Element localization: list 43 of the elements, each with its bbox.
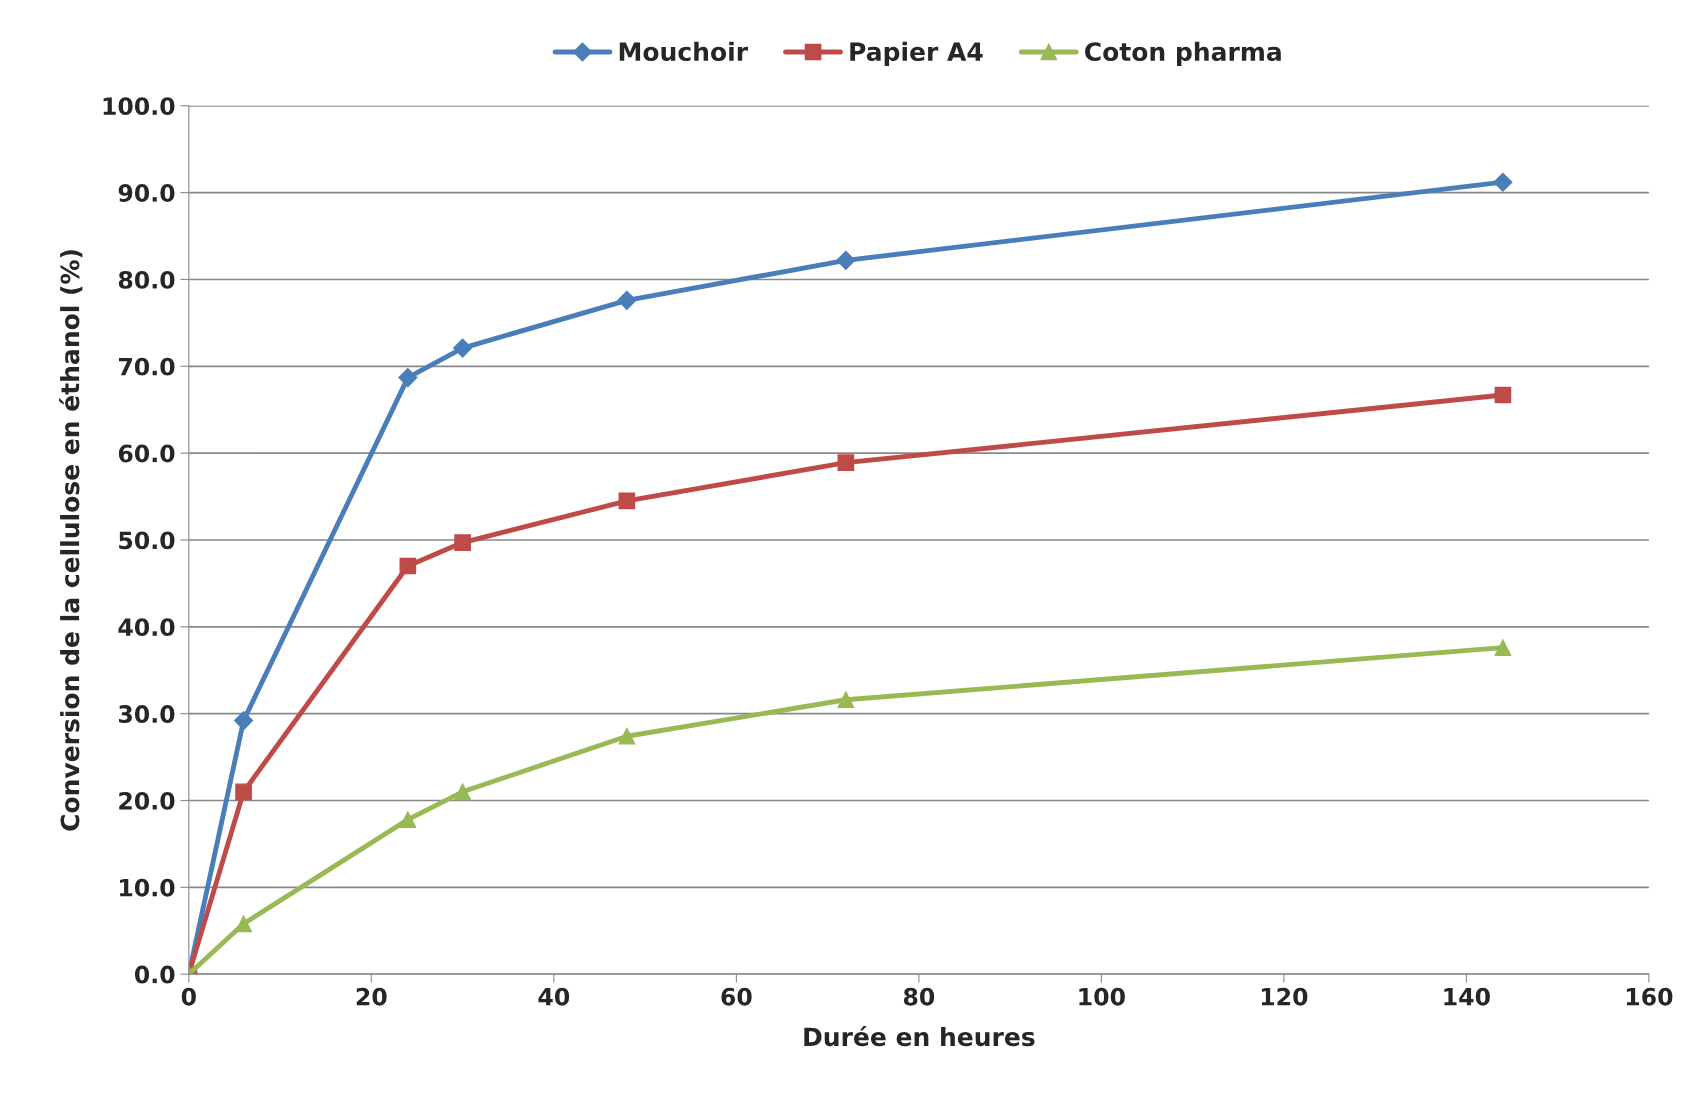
- point: [453, 338, 473, 358]
- y-tick-label: 80.0: [118, 270, 175, 289]
- point: [617, 290, 637, 310]
- x-tick-label: 0: [181, 987, 196, 1006]
- legend-label: Mouchoir: [619, 41, 748, 62]
- x-tick-label: 60: [721, 987, 752, 1006]
- y-tick-label: 50.0: [119, 531, 175, 550]
- y-tick-label: 60.0: [118, 444, 175, 463]
- point: [235, 783, 252, 801]
- x-tick-label: 100: [1079, 987, 1125, 1006]
- point: [1494, 639, 1512, 656]
- x-tick-label: 40: [538, 987, 570, 1006]
- point: [618, 727, 636, 745]
- point: [399, 811, 417, 828]
- point: [399, 557, 417, 575]
- point: [618, 492, 636, 510]
- point: [837, 454, 855, 472]
- x-tick-label: 20: [356, 987, 387, 1006]
- y-tick-label: 0.0: [134, 965, 175, 984]
- point: [235, 915, 252, 933]
- y-tick-label: 30.0: [118, 705, 175, 723]
- point: [1493, 172, 1513, 192]
- point: [836, 250, 856, 270]
- y-tick-label: 70.0: [118, 357, 175, 376]
- x-axis-title: Durée en heures: [804, 1025, 1035, 1047]
- x-tick-label: 80: [903, 987, 935, 1006]
- point: [454, 534, 471, 551]
- point: [1494, 386, 1512, 404]
- y-tick-label: 100.0: [103, 97, 175, 116]
- x-tick-label: 140: [1444, 987, 1490, 1006]
- legend-label: Coton pharma: [1085, 41, 1281, 66]
- legend-label: Papier A4: [850, 41, 983, 66]
- point: [398, 368, 418, 388]
- point: [234, 711, 254, 731]
- y-tick-label: 40.0: [118, 618, 175, 637]
- y-axis-title: Conversion de la cellulose en éthanol (%): [59, 250, 83, 831]
- y-tick-label: 90.0: [118, 184, 175, 202]
- x-tick-label: 120: [1261, 987, 1308, 1006]
- point: [454, 783, 471, 801]
- point: [837, 691, 855, 709]
- y-tick-label: 20.0: [119, 791, 175, 810]
- x-tick-label: 160: [1626, 987, 1673, 1006]
- y-tick-label: 10.0: [120, 878, 175, 897]
